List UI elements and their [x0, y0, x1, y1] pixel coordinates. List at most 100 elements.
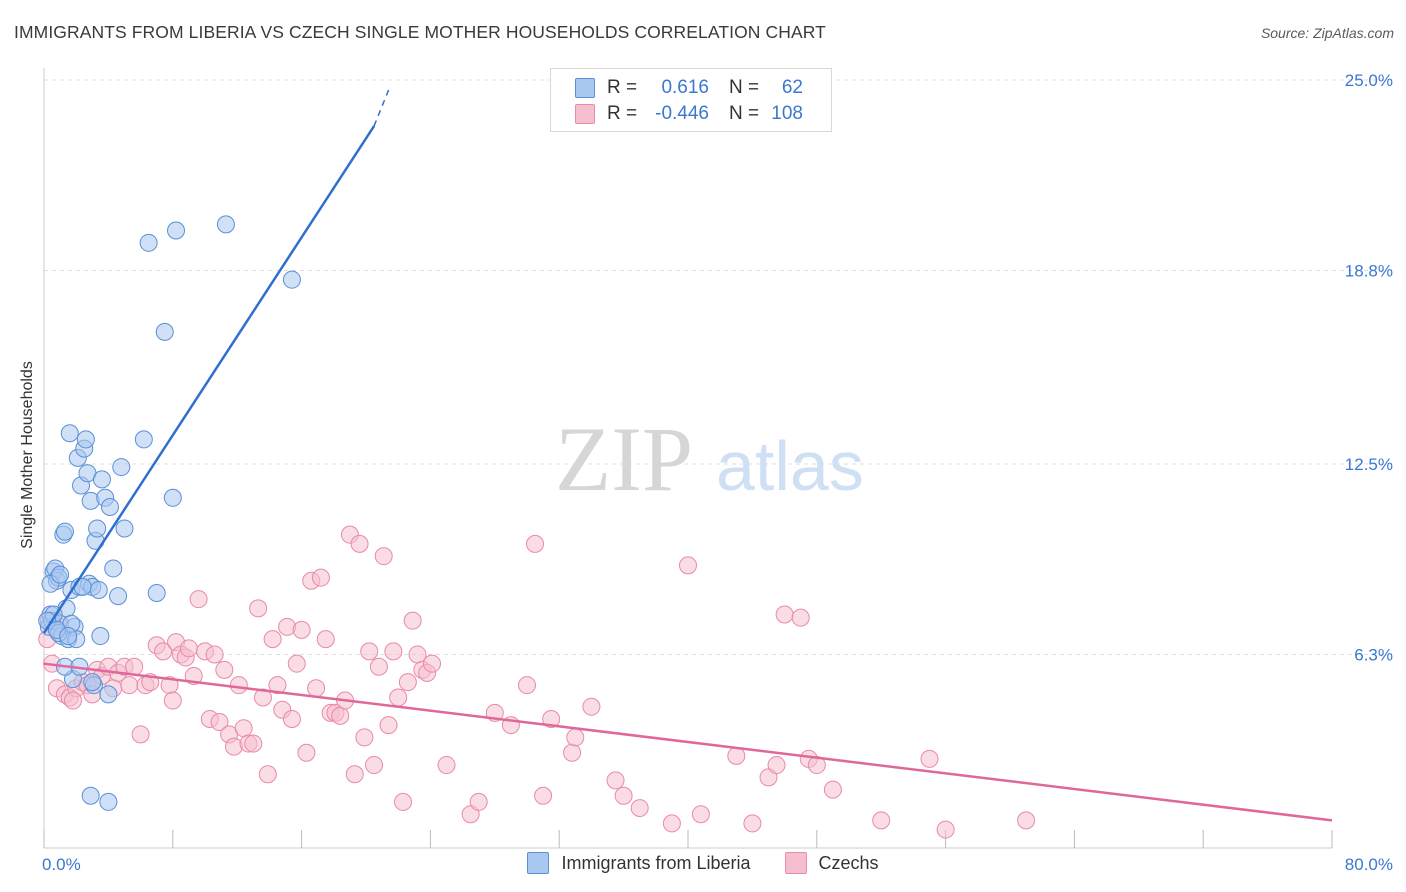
axes — [43, 68, 1333, 849]
czechs-point — [920, 749, 939, 768]
czechs-point — [292, 620, 311, 639]
liberia-point — [282, 270, 301, 289]
legend-r-value: -0.446 — [655, 103, 709, 124]
series-legend-liberia[interactable]: Immigrants from Liberia — [527, 852, 751, 874]
legend-r-label: R = — [607, 103, 638, 124]
series-swatch-pink — [784, 852, 807, 874]
series-legend: Immigrants from Liberia Czechs — [0, 852, 1406, 874]
czechs-point — [253, 688, 272, 707]
series-name-liberia: Immigrants from Liberia — [561, 852, 751, 873]
liberia-points — [38, 215, 301, 811]
y-tick-label: 18.8% — [1345, 261, 1393, 280]
watermark-atlas: atlas — [716, 427, 864, 505]
czechs-point — [263, 630, 282, 649]
czechs-point — [936, 820, 955, 839]
czechs-point — [345, 765, 364, 784]
czechs-point — [379, 716, 398, 735]
czechs-point — [423, 654, 442, 673]
series-legend-czechs[interactable]: Czechs — [784, 852, 879, 874]
liberia-point — [163, 488, 182, 507]
czechs-point — [872, 811, 891, 830]
liberia-point — [112, 458, 131, 477]
czechs-point — [369, 657, 388, 676]
czechs-point — [331, 706, 350, 725]
czechs-point — [63, 691, 82, 710]
czechs-point — [630, 799, 649, 818]
czechs-point — [469, 792, 488, 811]
legend-r-label: R = — [607, 77, 638, 98]
czechs-point — [154, 642, 173, 661]
legend-row-czechs: R = -0.446 N = 108 — [575, 102, 803, 126]
czechs-point — [163, 691, 182, 710]
series-name-czechs: Czechs — [818, 852, 879, 873]
x-tick-label: 0.0% — [42, 855, 81, 874]
legend-r-value: 0.616 — [661, 77, 709, 98]
czechs-point — [691, 805, 710, 824]
czechs-point — [120, 676, 139, 695]
liberia-point — [104, 559, 123, 578]
liberia-trend-extension — [373, 85, 391, 127]
czechs-point — [215, 660, 234, 679]
y-tick-label: 12.5% — [1345, 455, 1393, 474]
legend-row-liberia: R = 0.616 N = 62 — [575, 76, 803, 100]
czechs-point — [767, 756, 786, 775]
gridlines — [44, 79, 1392, 655]
czechs-point — [316, 630, 335, 649]
czechs-point — [775, 605, 794, 624]
czechs-point — [394, 792, 413, 811]
series-swatch-blue — [527, 852, 550, 874]
liberia-point — [115, 519, 134, 538]
czechs-point — [311, 568, 330, 587]
liberia-point — [109, 587, 128, 606]
czechs-point — [268, 676, 287, 695]
czechs-point — [189, 590, 208, 609]
legend-swatch-pink — [575, 104, 595, 124]
czechs-point — [518, 676, 536, 695]
liberia-point — [81, 491, 100, 510]
czechs-point — [244, 734, 263, 753]
liberia-point — [81, 786, 100, 805]
czechs-point — [398, 673, 417, 692]
czechs-point — [606, 771, 625, 790]
czechs-point — [823, 780, 842, 799]
czechs-point — [563, 743, 582, 762]
liberia-point — [59, 627, 78, 646]
czechs-point — [365, 756, 384, 775]
tick-labels: 6.3% 12.5% 18.8% 25.0% 0.0% 80.0% — [42, 71, 1393, 874]
czechs-point — [614, 786, 633, 805]
czechs-point — [389, 688, 408, 707]
correlation-legend: R = 0.616 N = 62 R = -0.446 N = 108 — [550, 68, 832, 132]
watermark: ZIP atlas — [555, 408, 864, 510]
czechs-point — [205, 645, 224, 664]
czechs-point — [437, 756, 456, 775]
liberia-point — [83, 673, 102, 692]
czechs-point — [727, 746, 746, 765]
czechs-point — [384, 642, 403, 661]
legend-swatch-blue — [575, 78, 595, 98]
y-axis-label: Single Mother Households — [19, 361, 36, 549]
legend-n-label: N = — [729, 77, 760, 98]
legend-n-label: N = — [729, 103, 760, 124]
czechs-point — [234, 719, 253, 738]
liberia-point — [88, 519, 107, 538]
czechs-point — [131, 725, 150, 744]
czechs-point — [307, 679, 326, 698]
czechs-point — [526, 534, 545, 553]
legend-n-value: 62 — [781, 77, 803, 98]
czechs-point — [278, 617, 297, 636]
czechs-point — [282, 709, 301, 728]
liberia-point — [147, 584, 166, 603]
liberia-point — [155, 322, 174, 341]
czechs-point — [229, 676, 248, 695]
czechs-points — [38, 525, 1036, 839]
czechs-point — [224, 737, 243, 756]
czechs-point — [542, 709, 561, 728]
y-tick-label: 6.3% — [1354, 645, 1393, 664]
liberia-point — [167, 221, 186, 240]
x-tick-label: 80.0% — [1345, 855, 1393, 874]
czechs-point — [408, 645, 427, 664]
liberia-point — [89, 580, 108, 599]
watermark-zip: ZIP — [555, 408, 693, 510]
czechs-point — [360, 642, 379, 661]
